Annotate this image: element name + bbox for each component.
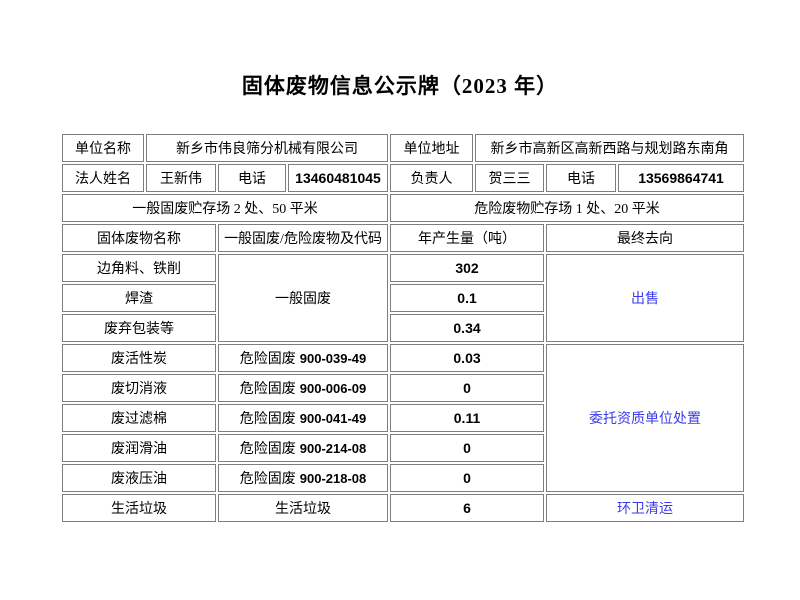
header-waste-name: 固体废物名称 [62,224,216,252]
waste-row: 废过滤棉 危险固废 900-041-49 0.11 [62,404,744,432]
legal-person-value-cell: 王新伟 [146,164,216,192]
row-storage: 一般固废贮存场 2 处、50 平米 危险废物贮存场 1 处、20 平米 [62,194,745,222]
waste-code-number: 900-214-08 [299,441,367,456]
waste-row: 生活垃圾 生活垃圾 6 环卫清运 [62,494,745,522]
waste-code-cell: 危险固废 900-218-08 [218,464,389,492]
unit-address-value-cell: 新乡市高新区高新西路与规划路东南角 [475,134,745,162]
waste-amount-cell: 0 [390,434,545,462]
waste-row: 废切消液 危险固废 900-006-09 0 [62,374,744,402]
waste-code-cell: 危险固废 900-041-49 [218,404,389,432]
page-title: 固体废物信息公示牌（2023 年） [241,74,559,98]
waste-code-cell: 危险固废 900-214-08 [218,434,389,462]
waste-row: 废液压油 危险固废 900-218-08 0 [62,464,744,492]
phone2-value-cell: 13569864741 [618,164,745,192]
unit-name-label-cell: 单位名称 [62,134,144,162]
waste-code-number: 900-041-49 [299,411,367,426]
header-waste-amount: 年产生量（吨） [390,224,545,252]
waste-amount-cell: 0 [390,464,545,492]
waste-row: 废弃包装等 0.34 [62,314,744,342]
waste-name-cell: 废过滤棉 [62,404,216,432]
waste-code-number: 900-039-49 [299,351,367,366]
general-storage-cell: 一般固废贮存场 2 处、50 平米 [62,194,389,222]
waste-amount-cell: 0.03 [390,344,545,372]
waste-type-label: 危险固废 [239,472,296,487]
waste-code-cell: 危险固废 900-039-49 [218,344,389,372]
row-contacts: 法人姓名 王新伟 电话 13460481045 负责人 贺三三 电话 13569… [62,164,745,192]
waste-type-label: 危险固废 [239,412,296,427]
waste-destination-cell: 环卫清运 [546,494,745,522]
waste-name-cell: 废切消液 [62,374,216,402]
waste-amount-cell: 0.1 [390,284,545,312]
waste-name-cell: 生活垃圾 [62,494,216,522]
waste-amount-cell: 0.34 [390,314,545,342]
waste-amount-cell: 302 [390,254,545,282]
header-waste-code: 一般固废/危险废物及代码 [218,224,389,252]
waste-type-label: 危险固废 [239,442,296,457]
unit-address-label-cell: 单位地址 [390,134,474,162]
waste-code-number: 900-218-08 [299,471,367,486]
waste-amount-cell: 6 [390,494,545,522]
waste-code-cell: 生活垃圾 [218,494,389,522]
phone1-value-cell: 13460481045 [288,164,389,192]
waste-name-cell: 废润滑油 [62,434,216,462]
waste-name-cell: 废液压油 [62,464,216,492]
waste-type-label: 危险固废 [239,382,296,397]
waste-name-cell: 废活性炭 [62,344,216,372]
hazard-storage-cell: 危险废物贮存场 1 处、20 平米 [390,194,745,222]
phone2-label-cell: 电话 [546,164,617,192]
waste-code-cell: 危险固废 900-006-09 [218,374,389,402]
phone1-label-cell: 电话 [218,164,286,192]
header-waste-destination: 最终去向 [546,224,745,252]
waste-type-label: 危险固废 [239,352,296,367]
waste-row: 废润滑油 危险固废 900-214-08 0 [62,434,744,462]
waste-name-cell: 焊渣 [62,284,216,312]
waste-amount-cell: 0 [390,374,545,402]
waste-row: 边角料、铁削 一般固废 302 出售 [62,254,745,342]
waste-row: 废活性炭 危险固废 900-039-49 0.03 委托资质单位处置 [62,344,745,492]
waste-category-cell: 一般固废 [218,254,389,342]
waste-destination-cell: 委托资质单位处置 [546,344,745,492]
unit-name-value-cell: 新乡市伟良筛分机械有限公司 [146,134,389,162]
row-waste-header: 固体废物名称 一般固废/危险废物及代码 年产生量（吨） 最终去向 [62,224,745,252]
waste-destination-cell: 出售 [546,254,745,342]
waste-amount-cell: 0.11 [390,404,545,432]
waste-code-number: 900-006-09 [299,381,367,396]
waste-name-cell: 废弃包装等 [62,314,216,342]
manager-value-cell: 贺三三 [475,164,545,192]
waste-name-cell: 边角料、铁削 [62,254,216,282]
row-unit-info: 单位名称 新乡市伟良筛分机械有限公司 单位地址 新乡市高新区高新西路与规划路东南… [62,134,745,162]
waste-row: 焊渣 0.1 [62,284,744,312]
legal-person-label-cell: 法人姓名 [62,164,144,192]
waste-notice-table: 单位名称 新乡市伟良筛分机械有限公司 单位地址 新乡市高新区高新西路与规划路东南… [60,132,746,524]
manager-label-cell: 负责人 [390,164,474,192]
